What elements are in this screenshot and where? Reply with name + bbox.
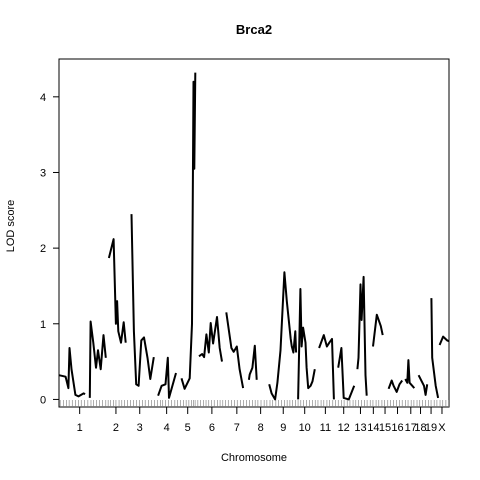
x-axis-label: Chromosome (221, 452, 287, 464)
chart-title: Brca2 (236, 22, 272, 37)
chromosome-label: 2 (113, 422, 119, 434)
lod-curve (59, 348, 85, 396)
lod-curve (319, 335, 334, 399)
chromosome-label: 13 (354, 422, 366, 434)
lod-curve (132, 214, 154, 386)
lod-curve (199, 317, 222, 362)
lod-curve (338, 348, 354, 399)
chromosome-label: 8 (258, 422, 264, 434)
chromosome-label: 6 (209, 422, 215, 434)
lod-curve (357, 277, 366, 396)
chromosome-label: 11 (320, 422, 331, 434)
lod-curve (249, 346, 257, 380)
chromosome-label: 15 (379, 422, 391, 434)
lod-curve (431, 298, 438, 398)
lod-curves (59, 73, 449, 400)
lod-curve (109, 239, 126, 343)
y-axis: 0 1 2 3 4 (40, 92, 59, 407)
chromosome-label: 4 (164, 422, 170, 434)
chromosome-label: 5 (185, 422, 191, 434)
chromosome-label: 3 (137, 422, 143, 434)
y-tick-label: 2 (40, 243, 46, 255)
lod-curve (269, 272, 296, 399)
y-axis-label: LOD score (5, 200, 17, 253)
y-tick-label: 0 (40, 394, 46, 406)
lod-curve (226, 312, 243, 388)
lod-curve (158, 358, 176, 398)
chromosome-label: X (438, 422, 446, 434)
chromosome-label: 1 (77, 422, 83, 434)
lod-curve (419, 375, 428, 395)
chromosome-label: 16 (391, 422, 403, 434)
chromosome-label: 10 (299, 422, 311, 434)
lod-curve (389, 381, 403, 392)
lod-curve (90, 322, 106, 398)
lod-curve (182, 73, 196, 389)
lod-curve (373, 315, 383, 347)
y-tick-label: 3 (40, 167, 46, 179)
lod-curve (405, 360, 414, 388)
chromosome-label: 19 (425, 422, 437, 434)
marker-rug (60, 400, 448, 407)
chromosome-label: 9 (280, 422, 286, 434)
chromosome-label: 7 (234, 422, 240, 434)
chromosome-label: 14 (367, 422, 379, 434)
lod-curve (298, 289, 315, 399)
y-tick-label: 1 (40, 319, 46, 331)
y-tick-label: 4 (40, 92, 46, 104)
lod-curve (440, 337, 449, 345)
chromosome-label: 12 (338, 422, 350, 434)
